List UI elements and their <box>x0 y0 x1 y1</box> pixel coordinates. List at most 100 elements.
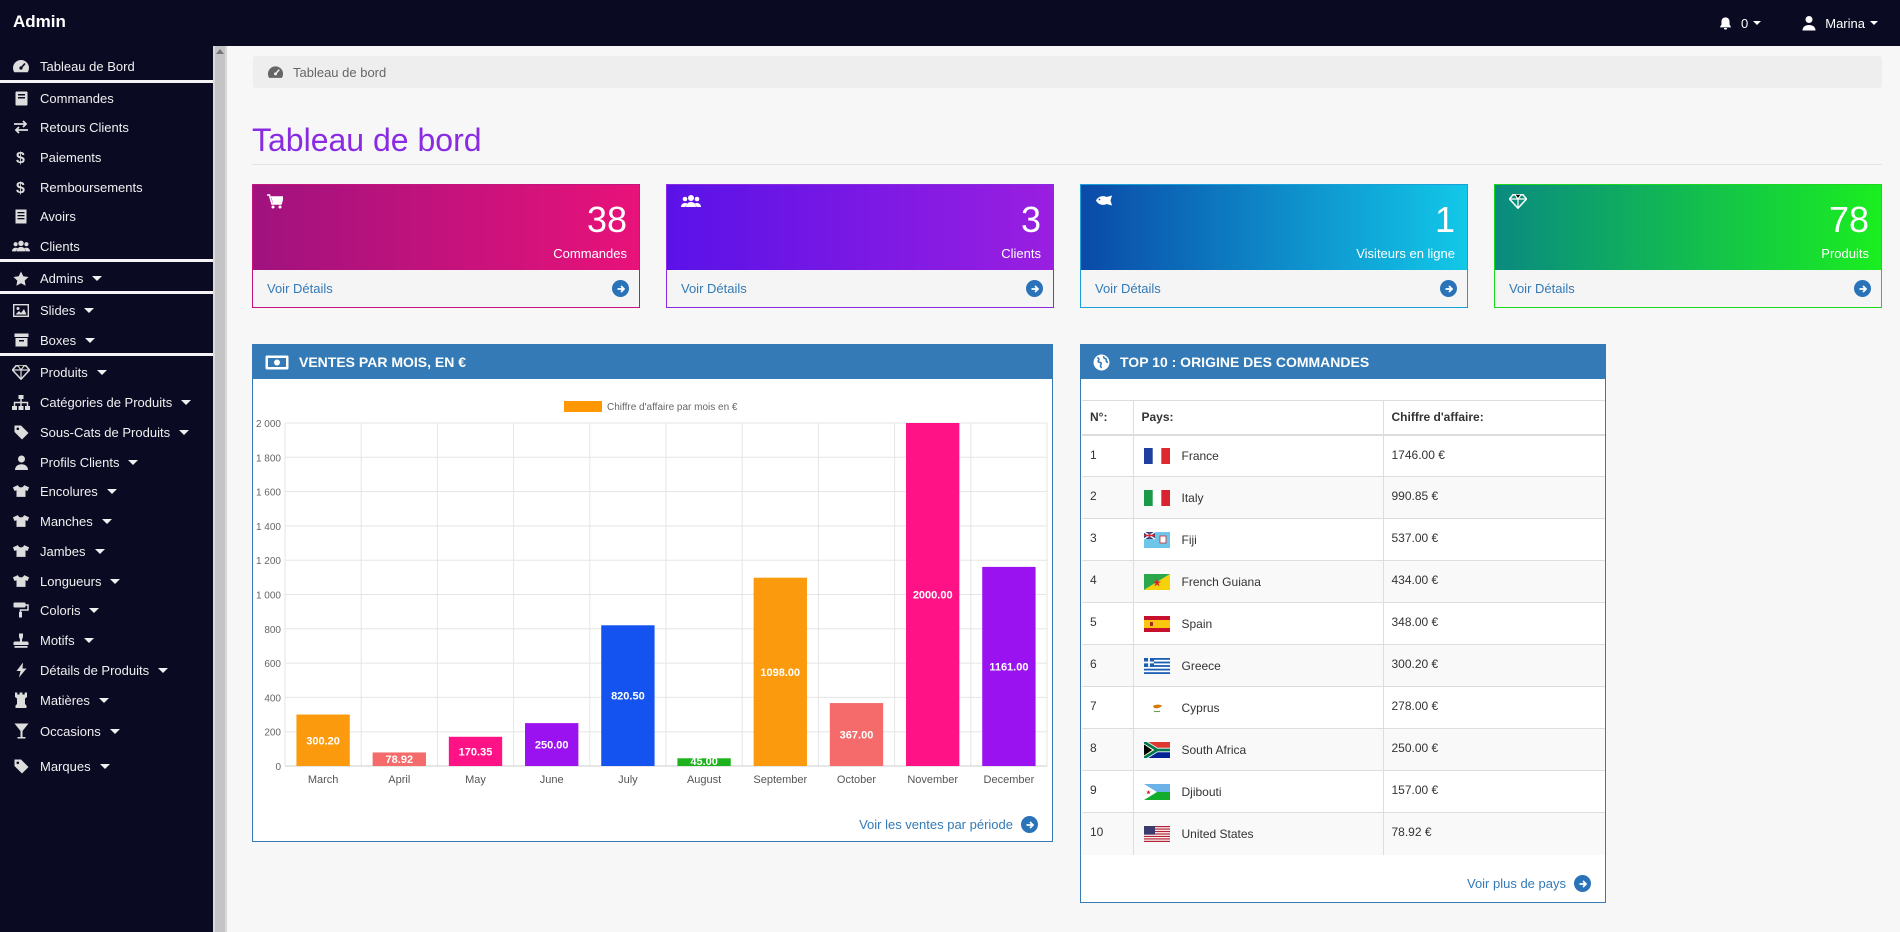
card-label: Produits <box>1821 246 1869 261</box>
sales-panel-header: VENTES PAR MOIS, EN € <box>253 345 1052 379</box>
sidebar-item-remboursements[interactable]: $ Remboursements <box>0 170 213 204</box>
sidebar-item-tableau-de-bord[interactable]: Tableau de Bord <box>0 49 213 83</box>
notifications-dropdown[interactable]: 0 <box>1718 15 1762 31</box>
chart-bar[interactable] <box>296 714 350 766</box>
chevron-down-icon <box>85 337 96 343</box>
chart-bar[interactable] <box>982 566 1036 766</box>
y-tick-label: 1 200 <box>256 556 281 567</box>
arrow-circle-right-icon <box>612 280 629 297</box>
chart-bar[interactable] <box>753 577 807 766</box>
more-countries-link[interactable]: Voir plus de pays <box>1467 875 1591 892</box>
sidebar-item-motifs[interactable]: Motifs <box>0 623 213 657</box>
bar-value-label: 2000.00 <box>913 590 953 602</box>
card-value: 38 <box>586 199 627 240</box>
revenue-amount: 300.20 € <box>1383 644 1605 687</box>
sidebar-item-occasions[interactable]: Occasions <box>0 714 213 748</box>
sidebar-item-marques[interactable]: Marques <box>0 749 213 783</box>
sidebar-item-encolures[interactable]: Encolures <box>0 474 213 508</box>
sidebar-item-slides[interactable]: Slides <box>0 293 213 327</box>
sidebar-item-label: Encolures <box>40 483 98 499</box>
chevron-down-icon <box>179 429 190 435</box>
sidebar-item-label: Remboursements <box>40 179 143 195</box>
users-icon <box>681 194 701 211</box>
sidebar-item-label: Matières <box>40 692 90 708</box>
card-label: Clients <box>1001 246 1041 261</box>
y-tick-label: 1 600 <box>256 488 281 499</box>
country-name: Djibouti <box>1181 784 1222 799</box>
card-details-link[interactable]: Voir Détails <box>253 270 639 307</box>
x-tick-label: August <box>687 774 721 786</box>
card-details-link[interactable]: Voir Détails <box>1081 270 1467 307</box>
bar-value-label: 170.35 <box>459 746 493 758</box>
scroll-up-icon[interactable] <box>216 49 224 54</box>
brand-logo[interactable]: Admin <box>13 12 66 31</box>
country-name: Spain <box>1181 616 1213 631</box>
x-tick-label: April <box>388 774 410 786</box>
card-details-link[interactable]: Voir Détails <box>667 270 1053 307</box>
sidebar-item-manches[interactable]: Manches <box>0 504 213 538</box>
sidebar-divider <box>0 291 213 294</box>
x-tick-label: June <box>540 774 564 786</box>
x-tick-label: May <box>465 774 486 786</box>
card-label: Visiteurs en ligne <box>1356 246 1455 261</box>
sidebar-item-matieres[interactable]: Matières <box>0 683 213 717</box>
sidebar-item-label: Admins <box>40 270 84 286</box>
sidebar-item-longueurs[interactable]: Longueurs <box>0 564 213 598</box>
diamond-icon <box>1508 194 1528 212</box>
revenue-amount: 278.00 € <box>1383 686 1605 729</box>
sidebar-item-jambes[interactable]: Jambes <box>0 534 213 568</box>
book-icon <box>12 89 30 107</box>
sidebar-item-label: Retours Clients <box>40 119 129 135</box>
products-card: 78 Produits Voir Détails <box>1494 184 1882 308</box>
sidebar-item-coloris[interactable]: Coloris <box>0 593 213 627</box>
chevron-down-icon <box>99 763 110 769</box>
sidebar-item-admins[interactable]: Admins <box>0 261 213 295</box>
breadcrumb-item[interactable]: Tableau de bord <box>293 64 387 80</box>
clients-card: 3 Clients Voir Détails <box>666 184 1054 308</box>
user-dropdown[interactable]: Marina <box>1801 15 1878 31</box>
y-tick-label: 600 <box>264 659 281 670</box>
scrollbar-thumb[interactable] <box>215 46 225 932</box>
chart-bar[interactable] <box>601 625 655 766</box>
sidebar-item-label: Catégories de Produits <box>40 394 173 410</box>
sidebar-item-paiements[interactable]: $ Paiements <box>0 140 213 174</box>
column-header-revenue: Chiffre d'affaire: <box>1383 400 1605 436</box>
sidebar-scrollbar[interactable] <box>213 46 227 932</box>
fiji-flag-icon <box>1143 531 1170 548</box>
sidebar-item-categories-de-produits[interactable]: Catégories de Produits <box>0 385 213 419</box>
sidebar-item-details-de-produits[interactable]: Détails de Produits <box>0 653 213 687</box>
top-navbar: Admin 0 Marina <box>0 0 1900 46</box>
bar-value-label: 367.00 <box>840 730 874 742</box>
sidebar-item-sous-cats-de-produits[interactable]: Sous-Cats de Produits <box>0 415 213 449</box>
y-tick-label: 2 000 <box>256 419 281 430</box>
sidebar-item-boxes[interactable]: Boxes <box>0 323 213 357</box>
chart-bar[interactable] <box>448 736 503 766</box>
sidebar-item-label: Slides <box>40 302 76 318</box>
sidebar-item-commandes[interactable]: Commandes <box>0 81 213 115</box>
chart-bar[interactable] <box>906 423 960 766</box>
sidebar-item-retours-clients[interactable]: Retours Clients <box>0 110 213 144</box>
chart-bar[interactable] <box>525 723 579 766</box>
sidebar-item-produits[interactable]: Produits <box>0 355 213 389</box>
notifications-count: 0 <box>1741 15 1749 31</box>
sidebar-item-avoirs[interactable]: Avoirs <box>0 199 213 233</box>
sales-by-period-link[interactable]: Voir les ventes par période <box>859 816 1038 833</box>
sitemap-icon <box>12 393 30 411</box>
country-cell: South Africa <box>1133 728 1384 771</box>
cart-icon <box>267 194 285 212</box>
arrow-circle-right-icon <box>1574 875 1591 892</box>
chevron-down-icon <box>1753 21 1762 25</box>
card-label: Commandes <box>553 246 627 261</box>
chart-bar[interactable] <box>372 752 426 766</box>
chevron-down-icon <box>89 607 100 613</box>
top10-panel: TOP 10 : ORIGINE DES COMMANDES N°: Pays: C… <box>1080 344 1606 903</box>
chart-bar[interactable] <box>677 758 731 766</box>
country-cell: France <box>1133 434 1384 477</box>
country-name: South Africa <box>1181 742 1247 757</box>
sidebar-item-clients[interactable]: Clients <box>0 229 213 263</box>
x-tick-label: July <box>618 774 638 786</box>
visitors-card: 1 Visiteurs en ligne Voir Détails <box>1080 184 1468 308</box>
sidebar-item-profils-clients[interactable]: Profils Clients <box>0 445 213 479</box>
card-details-link[interactable]: Voir Détails <box>1495 270 1881 307</box>
chart-bar[interactable] <box>829 703 884 766</box>
